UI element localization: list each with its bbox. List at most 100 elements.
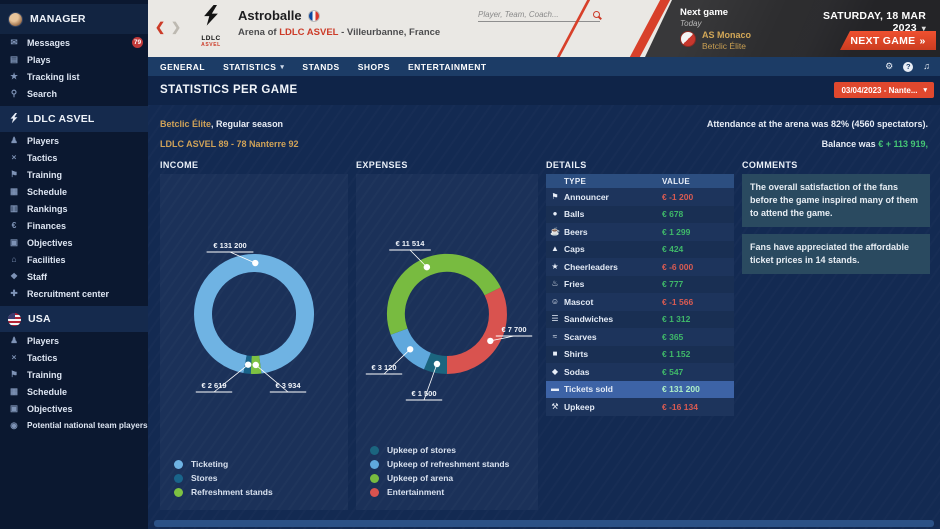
search-input[interactable] — [478, 10, 593, 19]
tactics-icon: × — [11, 352, 17, 363]
sidebar-item-facilities[interactable]: ⌂ Facilities — [0, 251, 148, 268]
sandwiches-icon: ☰ — [551, 314, 559, 324]
details-row-cheerleaders[interactable]: ★ Cheerleaders € -6 000 — [546, 258, 734, 276]
detail-type: Upkeep — [564, 401, 595, 412]
details-row-beers[interactable]: ☕ Beers € 1 299 — [546, 223, 734, 241]
sidebar-item-recruitment-center[interactable]: ✚ Recruitment center — [0, 285, 148, 302]
legend-item-upkeep-of-stores: Upkeep of stores — [370, 443, 532, 457]
tab-shops[interactable]: SHOPS — [357, 61, 390, 72]
sidebar-section-manager[interactable]: MANAGER — [0, 4, 148, 34]
sidebar-section-title: MANAGER — [30, 13, 86, 25]
competition-line: Betclic Élite, Regular season — [160, 119, 283, 129]
help-icon[interactable]: ? — [903, 61, 914, 72]
sidebar-item-finances[interactable]: € Finances — [0, 217, 148, 234]
content-panel: Betclic Élite, Regular season LDLC ASVEL… — [148, 105, 940, 529]
scarves-icon: ≈ — [552, 331, 558, 341]
current-date[interactable]: SATURDAY, 18 MAR 2023 ▾ — [808, 10, 926, 34]
upkeep-icon: ⚒ — [551, 401, 559, 411]
sidebar-item-potential-national-team-players[interactable]: ◉ Potential national team players — [0, 417, 148, 434]
legend-dot-icon — [370, 473, 379, 483]
slice-value-label: € 2 619 — [201, 381, 226, 390]
sidebar-item-players[interactable]: ♟ Players — [0, 132, 148, 149]
detail-value: € -16 134 — [662, 401, 698, 412]
arena-sub-prefix: Arena of — [238, 27, 280, 38]
sidebar-item-label: Training — [27, 369, 63, 380]
next-game-button[interactable]: NEXT GAME » — [840, 31, 936, 50]
details-row-mascot[interactable]: ☺ Mascot € -1 566 — [546, 293, 734, 311]
details-row-fries[interactable]: ♨ Fries € 777 — [546, 275, 734, 293]
sidebar-item-schedule[interactable]: ▦ Schedule — [0, 183, 148, 200]
sidebar-item-label: Staff — [27, 271, 47, 282]
slice-value-label: € 11 514 — [396, 239, 426, 248]
donut-slice-ticketing — [194, 254, 314, 374]
tab-general[interactable]: GENERAL — [160, 61, 206, 72]
sidebar-item-usa-training[interactable]: ⚑ Training — [0, 366, 148, 383]
tab-statistics[interactable]: STATISTICS ▾ — [223, 61, 285, 72]
legend-dot-icon — [174, 487, 183, 497]
sidebar-item-objectives[interactable]: ▣ Objectives — [0, 234, 148, 251]
details-row-sandwiches[interactable]: ☰ Sandwiches € 1 312 — [546, 310, 734, 328]
competition-season: , Regular season — [211, 119, 284, 129]
details-row-tickets-sold[interactable]: ▬ Tickets sold € 131 200 — [546, 380, 734, 398]
training-icon: ⚑ — [10, 169, 18, 180]
sidebar-item-staff[interactable]: ❖ Staff — [0, 268, 148, 285]
sidebar-item-label: Search — [27, 88, 58, 99]
details-row-announcer[interactable]: ⚑ Announcer € -1 200 — [546, 188, 734, 206]
forward-arrow-icon[interactable]: ❯ — [171, 20, 182, 34]
plays-icon: ▤ — [9, 54, 19, 65]
legend-item-ticketing: Ticketing — [174, 457, 342, 471]
legend-dot-icon — [370, 459, 379, 469]
sidebar-item-usa-players[interactable]: ♟ Players — [0, 332, 148, 349]
details-row-shirts[interactable]: ■ Shirts € 1 152 — [546, 345, 734, 363]
sidebar-section-ldlc-asvel[interactable]: LDLC ASVEL — [0, 106, 148, 132]
sidebar-item-messages[interactable]: ✉ Messages 79 — [0, 34, 148, 51]
chevron-down-icon: ▾ — [280, 63, 285, 71]
details-row-caps[interactable]: ▲ Caps € 424 — [546, 240, 734, 258]
arena-sub-suffix: - Villeurbanne, France — [338, 27, 441, 38]
schedule-icon: ▦ — [9, 386, 19, 397]
sidebar-section-usa[interactable]: USA — [0, 306, 148, 332]
tab-stands[interactable]: STANDS — [302, 61, 340, 72]
sidebar-item-plays[interactable]: ▤ Plays — [0, 51, 148, 68]
details-row-scarves[interactable]: ≈ Scarves € 365 — [546, 328, 734, 346]
music-icon[interactable]: ♫ — [923, 61, 930, 71]
next-opponent[interactable]: AS Monaco — [702, 30, 752, 40]
arena-club-link[interactable]: LDLC ASVEL — [279, 27, 339, 38]
settings-icon[interactable]: ⚙ — [885, 61, 894, 71]
sidebar-item-training[interactable]: ⚑ Training — [0, 166, 148, 183]
sidebar-item-usa-schedule[interactable]: ▦ Schedule — [0, 383, 148, 400]
cheerleaders-icon: ★ — [551, 261, 559, 271]
income-legend: Ticketing Stores Refreshment stands — [174, 457, 342, 499]
opponent-logo — [680, 31, 696, 47]
training-icon: ⚑ — [10, 369, 18, 380]
tab-entertainment[interactable]: ENTERTAINMENT — [408, 61, 487, 72]
sidebar-item-tactics[interactable]: × Tactics — [0, 149, 148, 166]
details-row-upkeep[interactable]: ⚒ Upkeep € -16 134 — [546, 398, 734, 416]
detail-value: € 1 299 — [662, 226, 691, 237]
search-icon: ⚲ — [10, 88, 18, 99]
sidebar-item-usa-tactics[interactable]: × Tactics — [0, 349, 148, 366]
sidebar-item-usa-objectives[interactable]: ▣ Objectives — [0, 400, 148, 417]
title-bar: STATISTICS PER GAME 03/04/2023 - Nante..… — [148, 76, 940, 105]
legend-item-upkeep-of-refreshment-stands: Upkeep of refreshment stands — [370, 457, 532, 471]
game-selector-dropdown[interactable]: 03/04/2023 - Nante... ▾ — [834, 82, 934, 98]
back-arrow-icon[interactable]: ❮ — [155, 20, 166, 34]
details-row-balls[interactable]: ● Balls € 678 — [546, 205, 734, 223]
players-icon: ♟ — [10, 135, 18, 146]
detail-value: € 1 152 — [662, 349, 691, 360]
sidebar-item-tracking-list[interactable]: ★ Tracking list — [0, 68, 148, 85]
players-icon: ♟ — [10, 335, 18, 346]
sidebar-item-label: Potential national team players — [27, 421, 148, 430]
donut-slice-upkeep-of-refreshment-stands — [390, 328, 432, 370]
details-table: TYPE VALUE ⚑ Announcer € -1 200 ● Balls € 678… — [546, 174, 734, 416]
next-game-label: Next game — [680, 7, 729, 18]
search-icon[interactable] — [593, 11, 600, 18]
sidebar-item-search[interactable]: ⚲ Search — [0, 85, 148, 102]
sidebar-item-rankings[interactable]: ▥ Rankings — [0, 200, 148, 217]
horizontal-scrollbar[interactable] — [154, 520, 934, 527]
sidebar-item-label: Rankings — [27, 203, 68, 214]
legend-item-refreshment-stands: Refreshment stands — [174, 485, 342, 499]
legend-label: Refreshment stands — [191, 487, 273, 497]
details-row-sodas[interactable]: ◆ Sodas € 547 — [546, 363, 734, 381]
column-type: TYPE — [564, 176, 587, 186]
